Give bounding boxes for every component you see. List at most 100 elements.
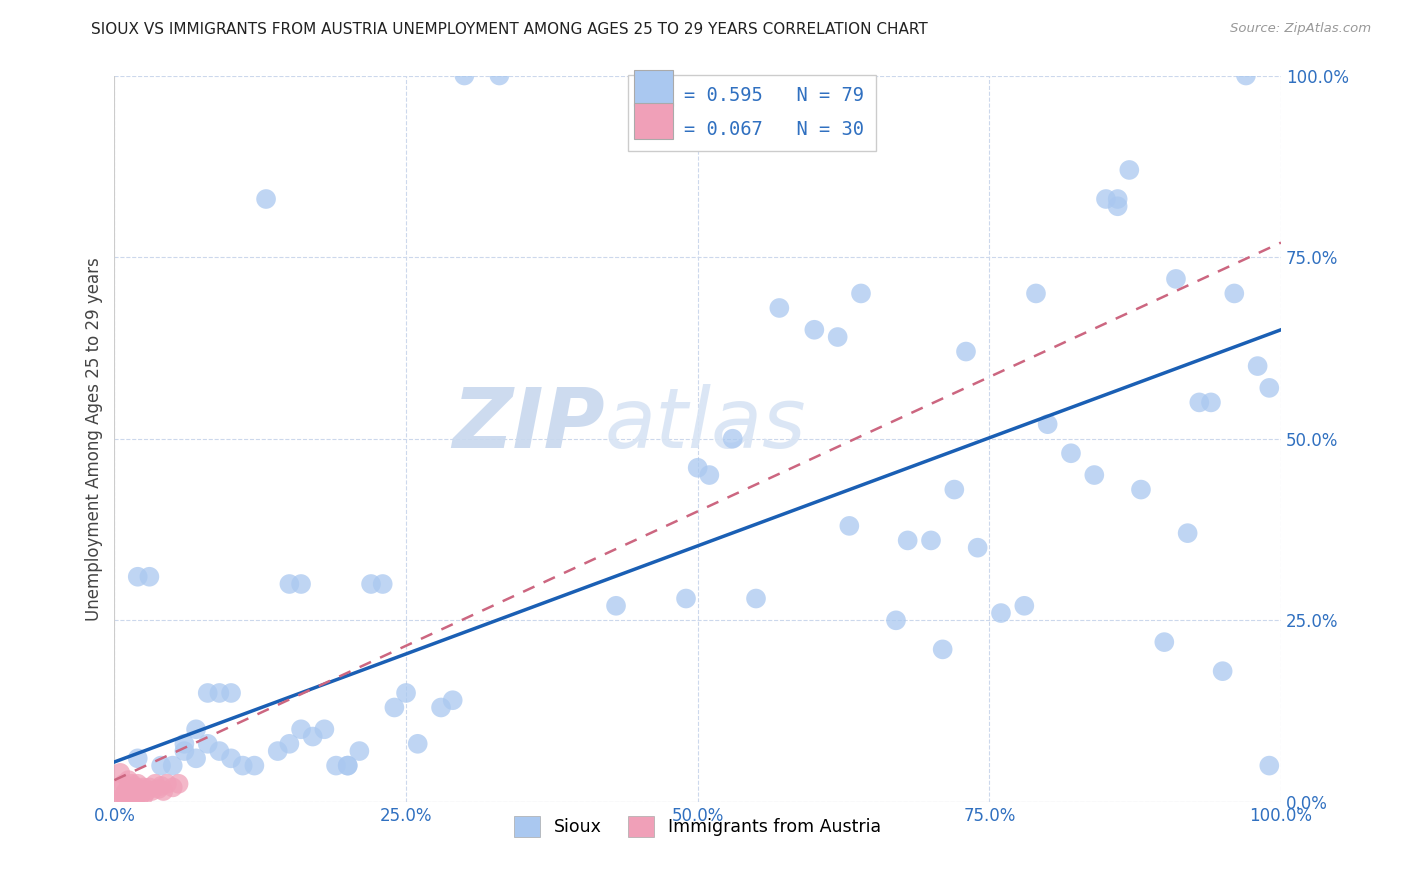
Point: [129, 781, 152, 796]
Text: Source: ZipAtlas.com: Source: ZipAtlas.com: [1230, 22, 1371, 36]
Point: [136, 784, 159, 798]
Point: [208, 686, 231, 700]
Point: [141, 784, 163, 798]
Point: [138, 780, 160, 795]
Point: [173, 744, 195, 758]
Point: [1118, 163, 1140, 178]
Point: [110, 780, 132, 795]
Y-axis label: Unemployment Among Ages 25 to 29 years: Unemployment Among Ages 25 to 29 years: [86, 257, 103, 621]
Point: [1107, 199, 1129, 213]
Point: [605, 599, 627, 613]
Point: [121, 788, 143, 802]
Point: [254, 192, 277, 206]
Point: [1083, 468, 1105, 483]
Point: [990, 606, 1012, 620]
Point: [219, 686, 242, 700]
Point: [745, 591, 768, 606]
Point: [138, 570, 160, 584]
Point: [827, 330, 849, 344]
Point: [112, 788, 135, 802]
Point: [184, 723, 207, 737]
Point: [336, 758, 359, 772]
Point: [768, 301, 790, 315]
Point: [1258, 758, 1281, 772]
Point: [290, 723, 312, 737]
Text: atlas: atlas: [605, 384, 806, 465]
Point: [278, 737, 301, 751]
Point: [897, 533, 920, 548]
Point: [143, 777, 166, 791]
FancyBboxPatch shape: [634, 103, 673, 139]
Point: [197, 686, 219, 700]
Point: [1025, 286, 1047, 301]
Point: [931, 642, 953, 657]
Point: [1246, 359, 1268, 373]
Point: [1153, 635, 1175, 649]
Point: [1036, 417, 1059, 432]
Point: [129, 789, 152, 804]
Point: [430, 700, 453, 714]
Point: [1107, 192, 1129, 206]
Point: [699, 468, 721, 483]
Point: [121, 777, 143, 791]
Point: [336, 758, 359, 772]
Point: [197, 737, 219, 751]
Point: [920, 533, 942, 548]
Point: [1258, 381, 1281, 395]
Point: [406, 737, 429, 751]
Point: [162, 780, 184, 795]
Point: [232, 758, 254, 772]
Point: [132, 789, 155, 804]
Point: [1095, 192, 1118, 206]
Point: [803, 323, 825, 337]
Point: [943, 483, 966, 497]
Point: [115, 791, 138, 805]
Point: [127, 788, 149, 802]
Text: R = 0.595   N = 79
  R = 0.067   N = 30: R = 0.595 N = 79 R = 0.067 N = 30: [640, 87, 865, 139]
Point: [278, 577, 301, 591]
Point: [127, 777, 149, 791]
Point: [110, 765, 132, 780]
Point: [675, 591, 697, 606]
Point: [1130, 483, 1153, 497]
Point: [156, 777, 179, 791]
Point: [150, 758, 173, 772]
Point: [1060, 446, 1083, 460]
Point: [955, 344, 977, 359]
Point: [301, 730, 323, 744]
Text: SIOUX VS IMMIGRANTS FROM AUSTRIA UNEMPLOYMENT AMONG AGES 25 TO 29 YEARS CORRELAT: SIOUX VS IMMIGRANTS FROM AUSTRIA UNEMPLO…: [91, 22, 928, 37]
Point: [150, 779, 173, 793]
Legend: Sioux, Immigrants from Austria: Sioux, Immigrants from Austria: [508, 809, 889, 844]
Point: [243, 758, 266, 772]
FancyBboxPatch shape: [634, 70, 673, 106]
Point: [453, 69, 475, 83]
Point: [1223, 286, 1246, 301]
Point: [488, 69, 510, 83]
Point: [162, 758, 184, 772]
Point: [360, 577, 382, 591]
Point: [1164, 272, 1187, 286]
Point: [117, 773, 139, 788]
Point: [184, 751, 207, 765]
Point: [395, 686, 418, 700]
Point: [267, 744, 290, 758]
Point: [124, 780, 146, 795]
Point: [117, 788, 139, 802]
Point: [441, 693, 464, 707]
Point: [1177, 526, 1199, 541]
Point: [173, 737, 195, 751]
Point: [849, 286, 872, 301]
Point: [124, 791, 146, 805]
Point: [110, 791, 132, 805]
Point: [884, 613, 907, 627]
Point: [127, 751, 149, 765]
Point: [314, 723, 336, 737]
Point: [1014, 599, 1036, 613]
Point: [208, 744, 231, 758]
Point: [115, 784, 138, 798]
Point: [382, 700, 405, 714]
Text: ZIP: ZIP: [451, 384, 605, 465]
Point: [112, 791, 135, 805]
Point: [349, 744, 371, 758]
Point: [1188, 395, 1211, 409]
